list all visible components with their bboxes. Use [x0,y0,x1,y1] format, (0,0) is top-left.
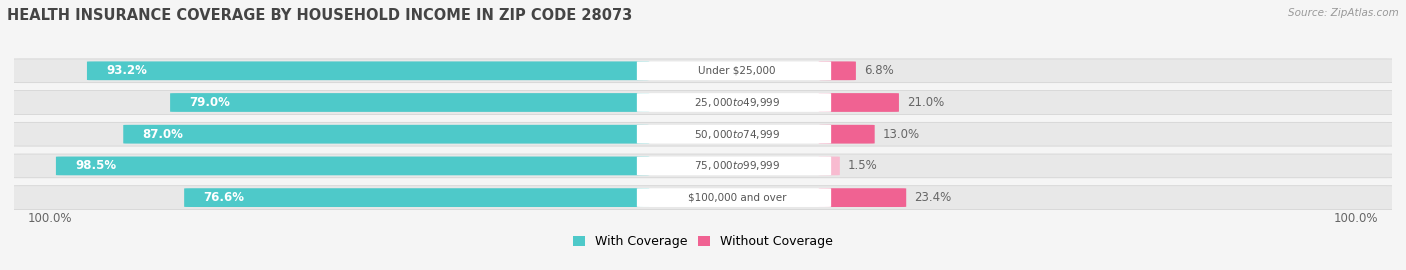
Text: $50,000 to $74,999: $50,000 to $74,999 [693,128,780,141]
FancyBboxPatch shape [170,93,650,112]
FancyBboxPatch shape [818,61,856,80]
Text: $100,000 and over: $100,000 and over [688,193,786,202]
FancyBboxPatch shape [0,122,1406,146]
FancyBboxPatch shape [124,125,650,144]
Legend: With Coverage, Without Coverage: With Coverage, Without Coverage [568,230,838,253]
FancyBboxPatch shape [637,62,831,80]
Text: 100.0%: 100.0% [1334,212,1378,225]
FancyBboxPatch shape [637,125,831,144]
FancyBboxPatch shape [0,154,1406,178]
Text: 21.0%: 21.0% [907,96,945,109]
Text: 93.2%: 93.2% [107,64,148,77]
FancyBboxPatch shape [637,93,831,112]
Text: $75,000 to $99,999: $75,000 to $99,999 [693,159,780,173]
FancyBboxPatch shape [637,157,831,175]
FancyBboxPatch shape [56,157,650,175]
FancyBboxPatch shape [0,91,1406,114]
FancyBboxPatch shape [818,93,898,112]
Text: 79.0%: 79.0% [190,96,231,109]
Text: $25,000 to $49,999: $25,000 to $49,999 [693,96,780,109]
FancyBboxPatch shape [637,188,831,207]
Text: 1.5%: 1.5% [848,159,877,173]
FancyBboxPatch shape [818,125,875,144]
Text: 76.6%: 76.6% [204,191,245,204]
FancyBboxPatch shape [818,188,907,207]
Text: 23.4%: 23.4% [914,191,952,204]
Text: 98.5%: 98.5% [75,159,117,173]
Text: Under $25,000: Under $25,000 [697,66,776,76]
Text: 13.0%: 13.0% [883,128,920,141]
FancyBboxPatch shape [184,188,650,207]
Text: HEALTH INSURANCE COVERAGE BY HOUSEHOLD INCOME IN ZIP CODE 28073: HEALTH INSURANCE COVERAGE BY HOUSEHOLD I… [7,8,633,23]
FancyBboxPatch shape [0,186,1406,210]
FancyBboxPatch shape [0,59,1406,83]
Text: Source: ZipAtlas.com: Source: ZipAtlas.com [1288,8,1399,18]
FancyBboxPatch shape [87,61,650,80]
Text: 87.0%: 87.0% [142,128,183,141]
Text: 6.8%: 6.8% [865,64,894,77]
Text: 100.0%: 100.0% [28,212,72,225]
FancyBboxPatch shape [818,157,839,175]
